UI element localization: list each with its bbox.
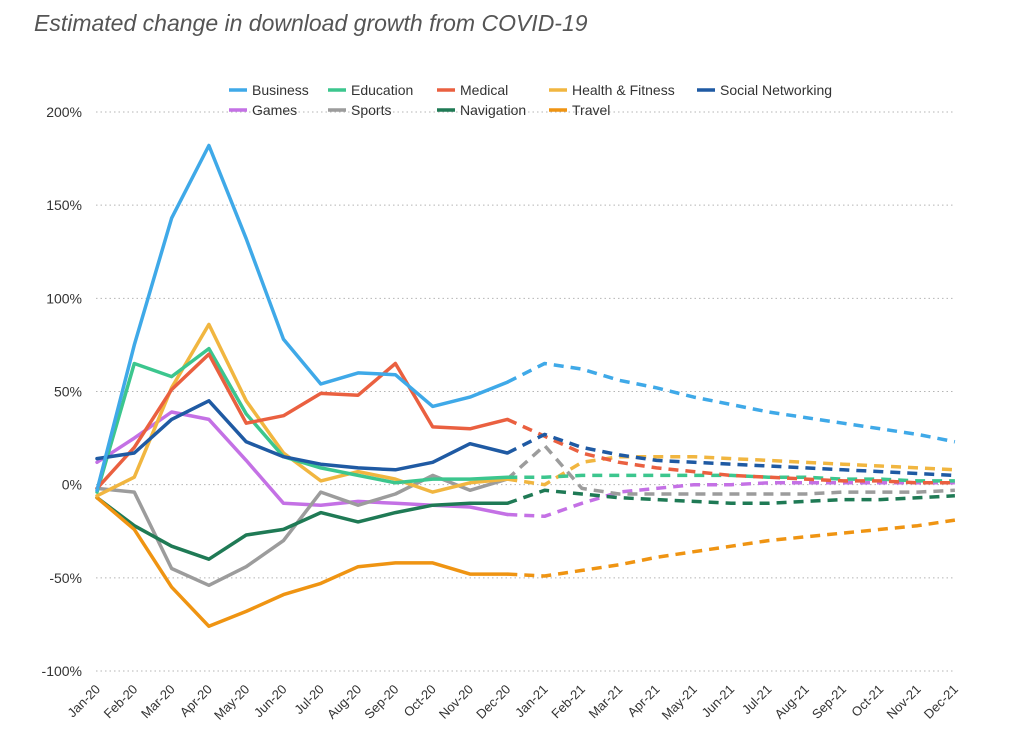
legend-label-navigation: Navigation [460,102,526,118]
x-tick-label: Jan-21 [512,682,551,721]
series-line-navigation-projected [506,488,955,506]
series-line-education-actual [95,346,510,494]
x-tick-label: Oct-21 [848,682,886,720]
series-line-medical-projected [506,417,955,485]
x-tick-label: Sep-21 [809,682,849,722]
series-line-navigation-actual [95,495,510,561]
y-axis-ticks: 200% 150% 100% 50% 0% -50% -100% [42,104,82,679]
x-tick-label: Jan-20 [64,682,103,721]
legend-label-medical: Medical [460,82,508,98]
x-tick-label: Aug-20 [324,682,364,722]
x-tick-label: Dec-21 [921,682,961,722]
x-tick-label: May-20 [211,682,252,723]
series-line-business-actual [95,143,510,493]
x-tick-label: Feb-21 [548,682,588,722]
series-line-sports-projected [506,443,955,496]
legend: Business Education Medical Health & Fitness… [229,82,832,118]
x-tick-label: Aug-21 [772,682,812,722]
x-tick-label: Dec-20 [473,682,513,722]
x-tick-label: Jun-20 [251,682,290,721]
y-tick-label: -50% [49,570,82,586]
x-tick-label: Mar-20 [138,682,178,722]
legend-label-health-and-fitness: Health & Fitness [572,82,675,98]
series-line-education-projected [507,473,955,483]
legend-label-games: Games [252,102,297,118]
series-line-travel-projected [507,518,956,578]
y-tick-label: 100% [46,290,82,306]
y-tick-label: 150% [46,197,82,213]
series-line-business-projected [506,361,956,444]
x-tick-label: Sep-20 [361,682,401,722]
series-lines [95,143,956,629]
y-tick-label: -100% [42,663,82,679]
legend-label-social-networking: Social Networking [720,82,832,98]
x-tick-label: Apr-20 [177,682,215,720]
x-tick-label: Oct-20 [401,682,439,720]
series-line-health-and-fitness-actual [95,322,510,498]
x-tick-label: Apr-21 [624,682,662,720]
grid-lines [96,111,955,672]
x-tick-label: Feb-20 [101,682,141,722]
y-tick-label: 50% [54,384,82,400]
series-line-social-networking-actual [95,399,510,472]
series-line-games-projected [507,481,955,519]
series-line-travel-actual [95,495,510,629]
x-tick-label: Jun-21 [699,682,738,721]
legend-label-education: Education [351,82,413,98]
x-tick-label: May-21 [659,682,700,723]
series-line-health-and-fitness-projected [507,454,955,487]
y-tick-label: 0% [62,477,82,493]
x-tick-label: Mar-21 [586,682,626,722]
legend-label-travel: Travel [572,102,610,118]
x-tick-label: Jul-20 [291,682,327,718]
chart-title: Estimated change in download growth from… [34,10,588,36]
legend-label-business: Business [252,82,309,98]
x-tick-label: Jul-21 [739,682,775,718]
legend-label-sports: Sports [351,102,391,118]
x-tick-label: Nov-20 [436,682,476,722]
x-tick-label: Nov-21 [883,682,923,722]
series-line-medical-actual [95,352,510,491]
y-tick-label: 200% [46,104,82,120]
series-line-social-networking-projected [506,432,955,478]
